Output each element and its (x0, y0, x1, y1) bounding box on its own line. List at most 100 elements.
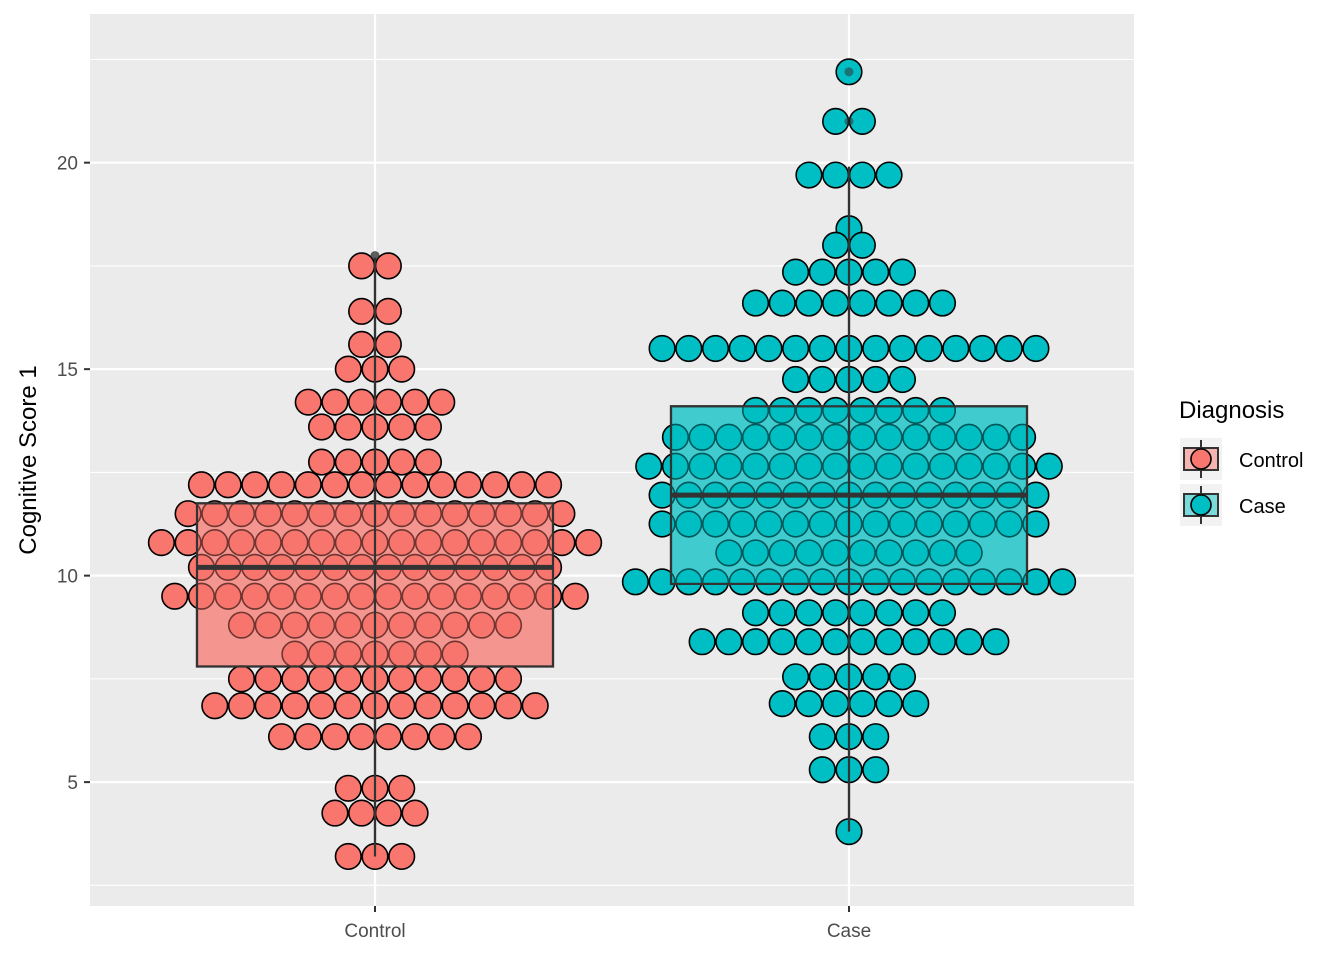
dot (768, 628, 796, 656)
dot (374, 471, 402, 499)
dot (688, 423, 716, 451)
legend-label: Control (1239, 450, 1303, 472)
dot (414, 692, 443, 720)
dot (187, 582, 216, 610)
dot (321, 799, 349, 827)
dot (348, 723, 376, 751)
dot (795, 452, 823, 480)
dot (308, 692, 336, 720)
dot (254, 500, 282, 528)
dot (1022, 568, 1050, 596)
dot (281, 692, 309, 720)
dot (768, 289, 796, 317)
dot (468, 500, 496, 528)
dot (848, 161, 876, 189)
dot (875, 423, 903, 451)
dot (995, 334, 1023, 363)
dot (995, 568, 1023, 596)
dot (888, 568, 917, 596)
dot (661, 423, 690, 451)
dot (968, 334, 997, 363)
dot (441, 665, 469, 693)
y-axis-label: Cognitive Score 1 (15, 365, 42, 554)
dot (468, 665, 496, 693)
legend: Diagnosis Control Case (1179, 397, 1303, 526)
dot (454, 471, 483, 499)
dot (928, 396, 957, 425)
dot (755, 568, 783, 596)
dot (574, 528, 603, 557)
dot (728, 568, 756, 596)
dot (808, 334, 836, 363)
dot (741, 539, 770, 567)
y-tick-label: 10 (57, 567, 78, 588)
dot (942, 568, 970, 596)
dot (822, 161, 850, 189)
dot (741, 452, 770, 480)
dot (388, 413, 416, 441)
dot (401, 388, 429, 416)
dot (374, 330, 402, 358)
dot (888, 258, 917, 286)
dot (414, 413, 443, 441)
dot (715, 452, 743, 480)
dot (454, 723, 483, 751)
dot (374, 252, 402, 280)
dot (254, 528, 282, 557)
dot (822, 690, 850, 718)
dot (875, 628, 903, 656)
dot (928, 628, 957, 656)
dot (781, 510, 810, 538)
dot (441, 528, 469, 557)
dot (414, 448, 443, 476)
dot (388, 528, 416, 557)
dot (267, 582, 296, 610)
dot (808, 723, 836, 751)
dot (795, 161, 823, 189)
dot (348, 388, 376, 416)
dot (968, 510, 997, 538)
dot (675, 510, 703, 538)
dot (294, 723, 322, 751)
dot (928, 289, 957, 317)
y-tick-label: 20 (57, 154, 78, 175)
dot (701, 334, 730, 363)
dot (728, 510, 756, 538)
y-tick-label: 15 (57, 360, 78, 381)
dot (321, 723, 349, 751)
dot (401, 799, 429, 827)
dot (201, 528, 229, 557)
dot (294, 388, 322, 416)
dot (795, 289, 823, 317)
dot (701, 510, 730, 538)
dot (902, 539, 930, 567)
dot (187, 471, 216, 499)
dot (875, 539, 903, 567)
dot (521, 692, 549, 720)
outlier-point (844, 116, 854, 126)
dot (241, 471, 269, 499)
dot (428, 582, 456, 610)
dot (795, 628, 823, 656)
dot (441, 692, 469, 720)
dot (848, 690, 876, 718)
dot (281, 611, 309, 639)
dot (414, 500, 443, 528)
dot (428, 723, 456, 751)
dot (808, 365, 836, 394)
dot (781, 365, 810, 394)
dot (741, 396, 770, 425)
dot (334, 665, 362, 693)
dot (334, 842, 362, 871)
dot (795, 423, 823, 451)
dot (241, 582, 269, 610)
dot (294, 471, 322, 499)
dot (715, 628, 743, 656)
x-tick-label: Case (827, 921, 871, 942)
dot (902, 452, 930, 480)
dot (701, 568, 730, 596)
dot (388, 611, 416, 639)
dot (548, 500, 576, 528)
dot (862, 723, 890, 751)
dot (982, 423, 1010, 451)
